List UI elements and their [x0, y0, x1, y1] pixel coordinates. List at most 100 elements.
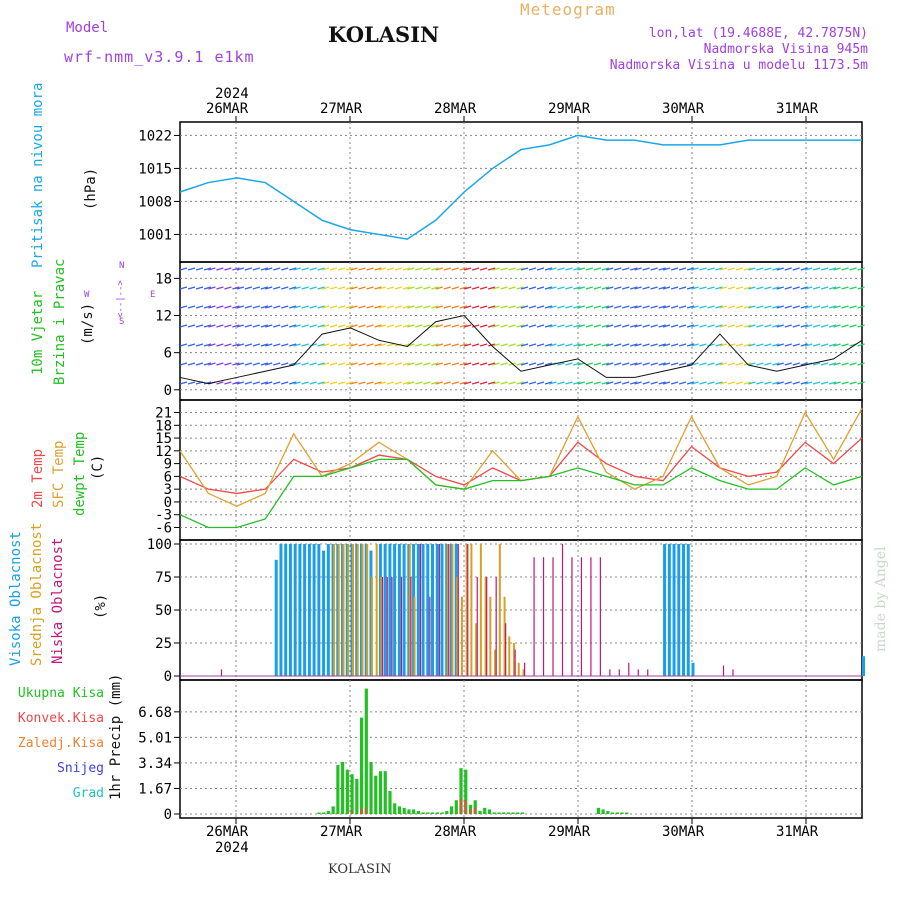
wind-barb	[691, 324, 699, 328]
wind-barb	[386, 343, 395, 347]
precip-bar-0	[478, 810, 482, 814]
wind-barb	[423, 267, 431, 271]
wind-barb	[451, 305, 459, 309]
wind-barb	[821, 362, 829, 366]
wind-barb	[402, 267, 411, 271]
precip-bar-0	[449, 806, 454, 814]
cloud-bar-0	[279, 544, 283, 676]
wind-barb	[366, 343, 374, 347]
wind-barb	[232, 362, 240, 366]
wind-barb	[841, 324, 849, 328]
y-tick-label: 9	[164, 457, 172, 473]
wind-barb	[459, 362, 467, 366]
wind-barb	[394, 286, 403, 290]
cloud-bar-2	[637, 669, 639, 676]
wind-barb	[260, 305, 268, 309]
precip-bar-0	[336, 765, 340, 814]
wind-barb	[857, 286, 865, 290]
precip-bar-0	[431, 812, 435, 814]
cloud-bar-1	[356, 544, 359, 676]
cloud-bar-2	[732, 669, 734, 676]
wind-barb	[415, 362, 423, 366]
precip-bar-0	[412, 809, 416, 814]
precip-bar-0	[606, 810, 610, 814]
wind-barb	[260, 362, 268, 366]
wind-barb	[800, 286, 808, 290]
wind-barb	[208, 305, 216, 309]
wind-barb	[857, 343, 865, 347]
wind-barb	[402, 324, 411, 328]
wind-barb	[528, 362, 537, 366]
wind-barb	[593, 362, 601, 366]
wind-barb	[464, 267, 472, 271]
wind-barb	[748, 324, 756, 328]
wind-barb	[516, 324, 524, 328]
wind-barb	[216, 343, 224, 347]
wind-barb	[244, 305, 252, 309]
wind-barb	[536, 362, 545, 366]
wind-barb	[565, 324, 573, 328]
wind-barb	[743, 381, 752, 385]
wind-barb	[179, 324, 188, 328]
wind-barb	[670, 286, 679, 290]
cloud-bar-1	[380, 577, 383, 676]
precip-bar-0	[383, 771, 387, 814]
cloud-bar-1	[479, 544, 482, 676]
cloud-bar-2	[722, 665, 725, 676]
wind-barb	[435, 305, 443, 309]
cloud-bar-1	[342, 544, 345, 676]
y-tick-label: 1022	[138, 128, 172, 144]
wind-barb	[735, 381, 744, 385]
precip-bar-1	[464, 800, 467, 814]
wind-barb	[260, 324, 268, 328]
wind-barb	[544, 286, 553, 290]
wind-barb	[536, 305, 545, 309]
wind-barb	[358, 305, 366, 309]
wind-barb	[301, 381, 309, 385]
wind-barb	[337, 286, 346, 290]
wind-barb	[658, 267, 666, 271]
wind-barb	[800, 324, 808, 328]
y-tick-label: 18	[155, 271, 172, 287]
wind-barb	[415, 305, 423, 309]
wind-barb	[593, 343, 601, 347]
cloud-bar-0	[672, 544, 676, 676]
cloud-bar-1	[413, 596, 416, 676]
wind-barb	[557, 381, 565, 385]
wind-barb	[821, 267, 829, 271]
wind-barb	[208, 362, 216, 366]
wind-barb	[224, 381, 232, 385]
wind-barb	[435, 362, 443, 366]
precip-bar-0	[464, 769, 468, 814]
y-tick-label: 3	[164, 482, 172, 498]
wind-barb	[784, 267, 792, 271]
wind-barb	[337, 305, 346, 309]
wind-barb	[727, 324, 736, 328]
wind-barb	[658, 305, 666, 309]
wind-barb	[585, 286, 593, 290]
wind-barb	[670, 362, 679, 366]
top-date-label: 28MAR	[434, 101, 477, 117]
wind-barb	[833, 362, 841, 366]
wind-barb	[678, 305, 687, 309]
wind-barb	[622, 381, 630, 385]
wind-barb	[321, 267, 330, 271]
bottom-date-label: 31MAR	[776, 824, 819, 840]
wind-barb	[244, 381, 252, 385]
y-tick-label: 21	[155, 406, 172, 422]
wind-barb	[756, 305, 764, 309]
wind-barb	[374, 381, 382, 385]
precip-bar-0	[369, 762, 373, 814]
wind-barb	[407, 324, 415, 328]
wind-barb	[464, 324, 472, 328]
wind-barb	[394, 362, 403, 366]
wind-barb	[630, 381, 638, 385]
wind-barb	[805, 286, 813, 290]
wind-barb	[345, 362, 354, 366]
wind-barb	[187, 267, 196, 271]
wind-barb	[309, 362, 317, 366]
panel-frame	[179, 399, 863, 541]
y-tick-label: 100	[147, 537, 172, 553]
wind-barb	[329, 286, 338, 290]
cloud-bar-0	[686, 544, 690, 676]
